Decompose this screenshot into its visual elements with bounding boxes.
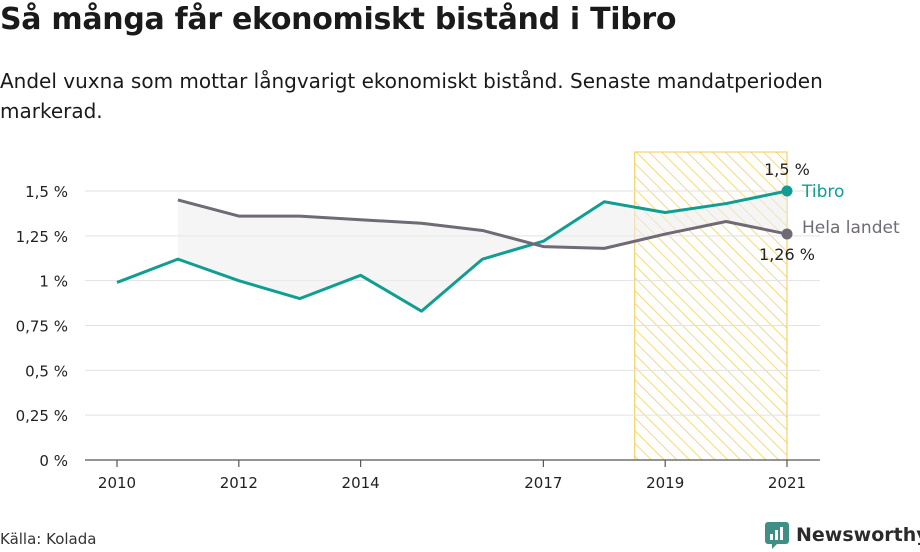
- value-label-tibro: 1,5 %: [764, 160, 810, 179]
- y-tick-label: 1 %: [39, 273, 68, 291]
- series-label-tibro: Tibro: [801, 182, 844, 202]
- x-tick-label: 2021: [768, 474, 806, 492]
- brand-logo: Newsworthy: [764, 520, 920, 550]
- y-tick-label: 0,75 %: [16, 318, 68, 336]
- end-point-tibro: [781, 185, 793, 197]
- series-line-hela-landet: [177, 198, 788, 250]
- chart-title: Så många får ekonomiskt bistånd i Tibro: [0, 2, 677, 37]
- brand-name: Newsworthy: [796, 524, 920, 546]
- x-tick-label: 2012: [220, 474, 258, 492]
- x-tick-label: 2019: [646, 474, 684, 492]
- series-gap-fill: [177, 191, 788, 312]
- x-tick-label: 2010: [98, 474, 136, 492]
- series-label-hela-landet: Hela landet: [802, 218, 900, 238]
- y-tick-label: 0,5 %: [25, 362, 68, 380]
- y-tick-label: 1,5 %: [25, 183, 68, 201]
- y-tick-label: 0 %: [39, 452, 68, 470]
- source-label: Källa: Kolada: [0, 530, 97, 548]
- y-tick-label: 0,25 %: [16, 407, 68, 425]
- x-tick-label: 2017: [524, 474, 562, 492]
- y-tick-label: 1,25 %: [16, 228, 68, 246]
- chart-subtitle: Andel vuxna som mottar långvarigt ekonom…: [0, 69, 823, 123]
- end-point-hela-landet: [781, 228, 793, 240]
- newsworthy-logo-icon: [765, 522, 789, 549]
- x-tick-label: 2014: [342, 474, 380, 492]
- value-label-hela-landet: 1,26 %: [759, 245, 815, 264]
- series-line-tibro: [116, 189, 788, 313]
